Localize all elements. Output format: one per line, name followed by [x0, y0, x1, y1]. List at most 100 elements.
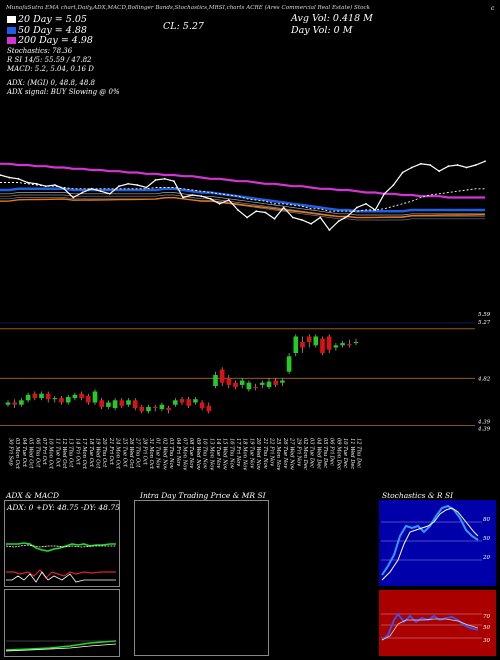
candle-body — [79, 393, 84, 399]
legend-adx: ADX: (MGI) 0, 48.8, 48.8 — [7, 79, 95, 87]
close-point — [237, 209, 239, 211]
date-label: 03 Thu Nov — [168, 438, 174, 469]
close-point — [191, 194, 194, 196]
date-label: 13 Thu Oct — [68, 438, 74, 468]
legend-macd: MACD: 5.2, 5.04, 0.16 D — [7, 65, 94, 73]
indicator-panels — [5, 504, 482, 652]
date-label: 09 Wed Nov — [195, 438, 201, 470]
date-label: 17 Fri Nov — [235, 438, 241, 466]
date-label: 29 Fri Nov — [295, 437, 301, 466]
close-point — [118, 185, 120, 188]
date-label: 27 Wed Nov — [289, 437, 295, 470]
candle-body — [280, 380, 285, 383]
close-point — [328, 229, 331, 231]
candle-body — [179, 399, 185, 403]
adx-minus-di — [6, 569, 116, 579]
stoch-axis-50: 50 — [483, 536, 490, 542]
close-point — [438, 170, 441, 173]
close-point — [282, 206, 285, 209]
date-label: 31 Mon Oct — [148, 438, 154, 470]
date-label: 12 Wed Oct — [61, 438, 67, 469]
macd-panel — [4, 589, 120, 657]
close-point — [173, 180, 175, 183]
date-label: 15 Wed Nov — [222, 438, 228, 470]
candle-body — [112, 400, 118, 408]
close-point — [264, 211, 267, 214]
close-point — [200, 195, 203, 198]
close-point — [474, 164, 477, 166]
close-point — [401, 171, 404, 174]
candle-body — [39, 393, 44, 399]
close-point — [410, 166, 413, 169]
legend-stoch: Stochastics: 78.36 — [7, 47, 73, 55]
rsi-axis-50: 50 — [483, 625, 490, 631]
date-label: 27 Thu Oct — [135, 437, 141, 468]
candle-body — [52, 398, 58, 400]
candle-body — [233, 382, 238, 388]
candle-body — [132, 400, 138, 408]
date-label: 11 Wed Dec — [349, 438, 355, 469]
close-point — [0, 174, 1, 176]
date-label: 04 Tue Oct — [21, 438, 27, 468]
legend-ema50: 50 Day = 4.88 — [18, 25, 87, 36]
close-point — [319, 216, 322, 219]
candle-body — [186, 399, 191, 406]
candle-body — [306, 336, 312, 342]
macd-signal — [5, 643, 117, 652]
candle-body — [266, 381, 272, 388]
date-label: 14 Tue Nov — [215, 438, 221, 468]
candle-body — [260, 382, 265, 385]
candle-body — [206, 405, 212, 412]
candle-body — [146, 406, 151, 412]
rsi-axis-30: 30 — [483, 638, 490, 644]
candle-body — [92, 391, 98, 403]
close-point — [108, 192, 111, 195]
stoch-k — [381, 504, 479, 576]
candlestick-chart: 5.59 5.27 4.82 4.394.39 — [0, 312, 491, 433]
close-point — [17, 177, 20, 180]
candle-body — [239, 380, 245, 385]
candle-body — [347, 344, 352, 346]
candle-body — [193, 399, 198, 403]
close-point — [392, 184, 395, 186]
candle-body — [126, 400, 131, 405]
candle-body — [253, 387, 258, 389]
series-ema-200 — [0, 162, 485, 199]
legend-rsi: R SI 14/5: 55.59 / 47.82 — [7, 56, 92, 64]
close-point — [44, 185, 47, 188]
date-label: 28 Fri Oct — [141, 437, 147, 466]
date-label: 11 Tue Oct — [54, 438, 60, 468]
date-label: 06 Thu Oct — [34, 438, 40, 468]
stoch-axis-20: 20 — [483, 555, 490, 561]
adx-white — [6, 571, 116, 583]
date-label: 21 Thu Nov — [262, 437, 268, 469]
close-point — [484, 160, 486, 163]
date-label: 20 Thu Oct — [101, 437, 107, 468]
candle-body — [45, 393, 51, 400]
date-label: 10 Mon Oct — [48, 438, 54, 470]
date-label: 10 Tue Dec — [342, 438, 348, 468]
candle-body — [246, 382, 252, 390]
close-point — [90, 187, 93, 190]
close-point — [154, 179, 157, 181]
price-axis-label: 5.27 — [478, 320, 491, 326]
legend-ema200: 200 Day = 4.98 — [18, 35, 93, 46]
candle-body — [159, 404, 165, 410]
close-point — [337, 220, 340, 223]
day-vol-label: Day Vol: 0 M — [291, 25, 353, 36]
candle-body — [340, 343, 345, 346]
candle-body — [32, 393, 38, 399]
date-label: 19 Wed Oct — [95, 438, 101, 469]
close-point — [54, 184, 56, 186]
candle-body — [25, 394, 31, 401]
close-point — [383, 192, 386, 195]
legend-ema20: 20 Day = 5.05 — [18, 14, 87, 25]
close-point — [209, 197, 212, 200]
date-label: 20 Wed Nov — [255, 437, 261, 470]
adx-line — [5, 544, 116, 548]
close-point — [145, 186, 148, 189]
date-label: 25 Mon Nov — [275, 437, 281, 470]
close-point — [81, 191, 84, 194]
avg-vol-label: Avg Vol: 0.418 M — [291, 13, 373, 24]
header-right-edge: c — [491, 5, 495, 12]
